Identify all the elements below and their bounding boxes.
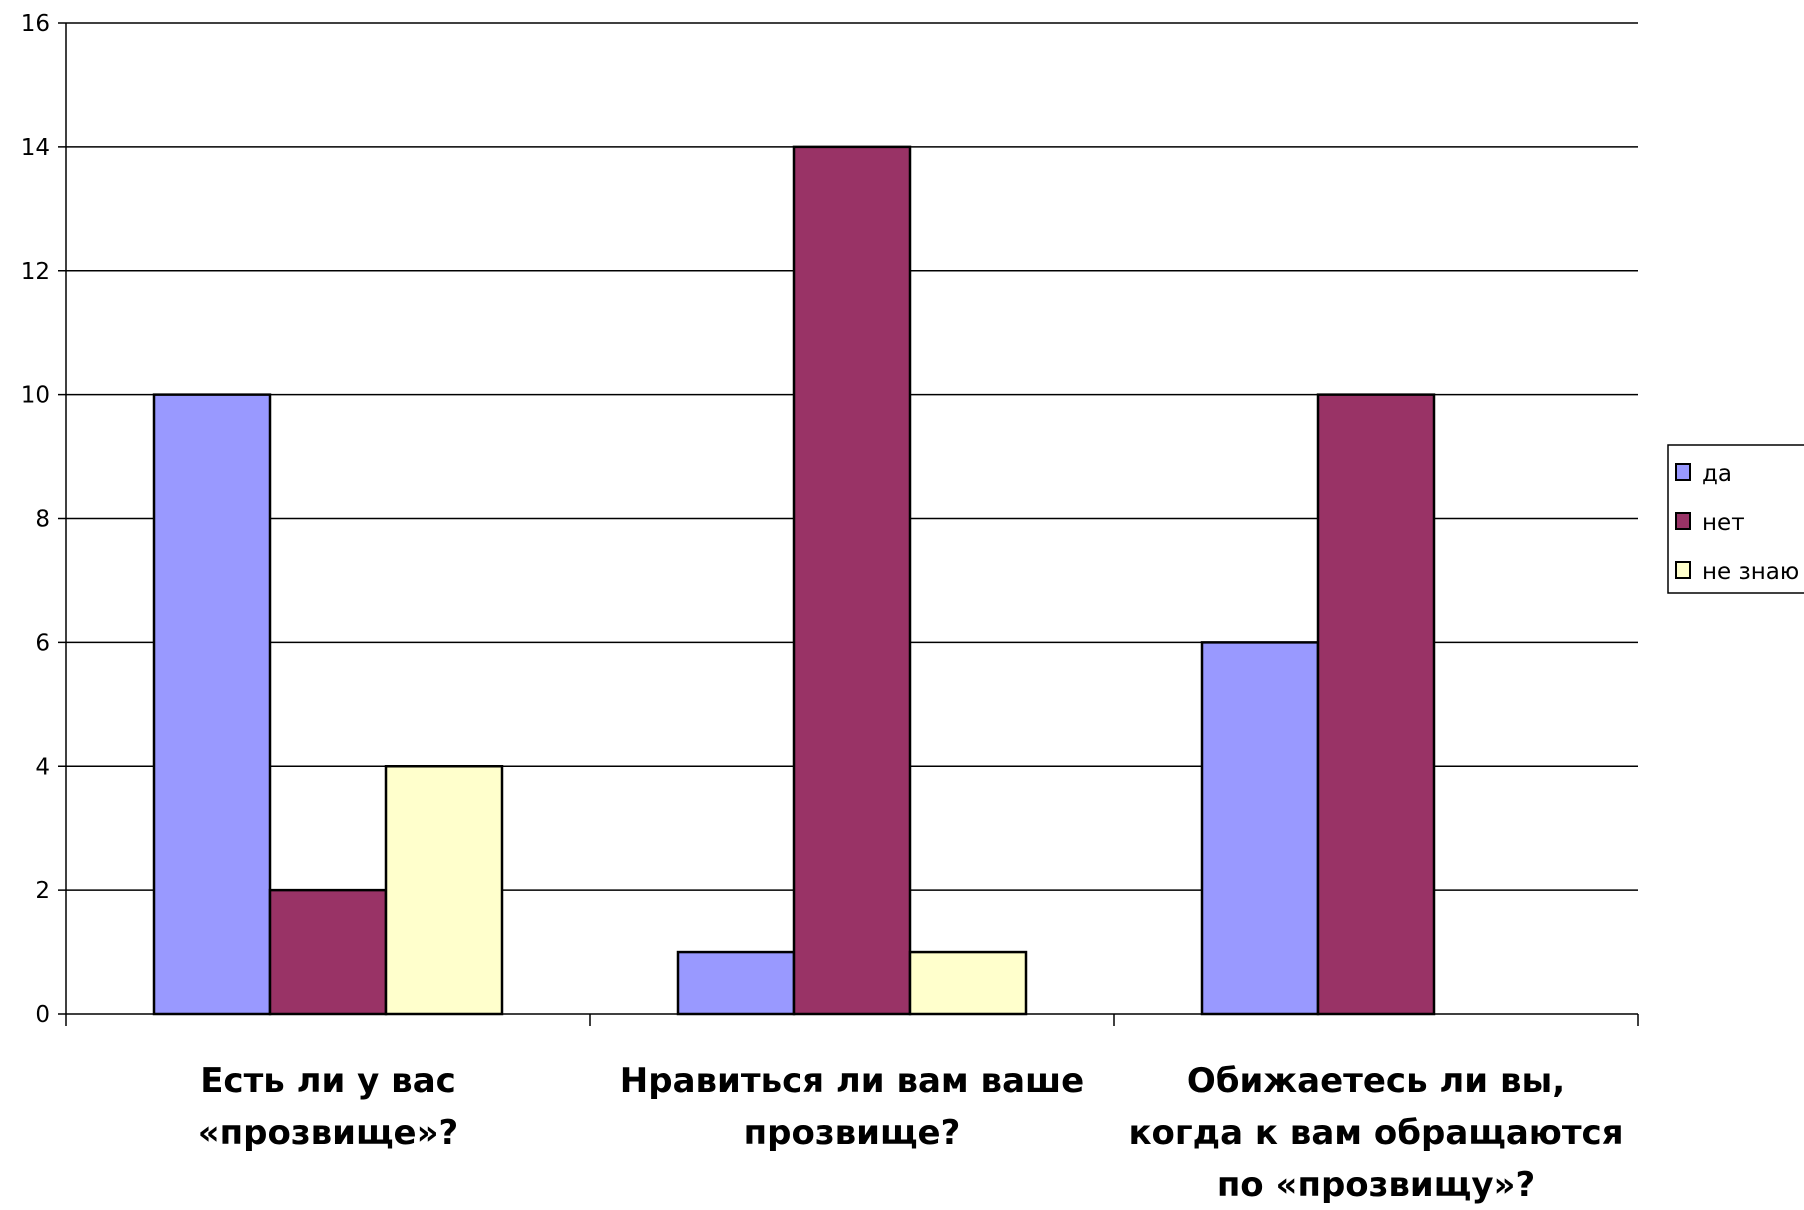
y-tick-label: 8: [35, 507, 50, 533]
category-label: Обижаетесь ли вы, когда к вам обращаются п…: [1128, 1061, 1623, 1205]
y-tick-label: 14: [21, 135, 50, 161]
legend-label: нет: [1702, 510, 1745, 536]
y-tick-label: 10: [21, 383, 50, 409]
bar-не-знаю: [908, 950, 1028, 1016]
y-tick-label: 0: [35, 1002, 50, 1028]
bar-да: [676, 950, 796, 1016]
bar-не-знаю: [384, 765, 504, 1016]
bar-да: [1200, 641, 1320, 1016]
y-tick-label: 4: [35, 754, 50, 780]
bars: [152, 145, 1436, 1016]
bar-нет: [792, 145, 912, 1016]
legend-swatch: [1675, 463, 1691, 481]
category-label: Нравиться ли вам ваше прозвище?: [620, 1061, 1084, 1153]
legend-label: не знаю: [1702, 559, 1799, 585]
y-tick-label: 12: [21, 259, 50, 285]
bar-нет: [268, 888, 388, 1016]
bar-да: [152, 393, 272, 1016]
y-tick-label: 6: [35, 630, 50, 656]
legend-swatch: [1675, 512, 1691, 530]
bar-нет: [1316, 393, 1436, 1016]
y-tick-label: 16: [21, 11, 50, 37]
category-label: Есть ли у вас «прозвище»?: [198, 1061, 459, 1153]
legend-swatch: [1675, 561, 1691, 579]
y-tick-label: 2: [35, 878, 50, 904]
axis-labels: 0 2 4 6 8 10 12 14 16 Есть ли у вас «прозвище»? Нра…: [21, 11, 1624, 1205]
axes: [58, 22, 1639, 1026]
legend: да нет не знаю: [1667, 444, 1804, 594]
legend-label: да: [1702, 461, 1732, 487]
